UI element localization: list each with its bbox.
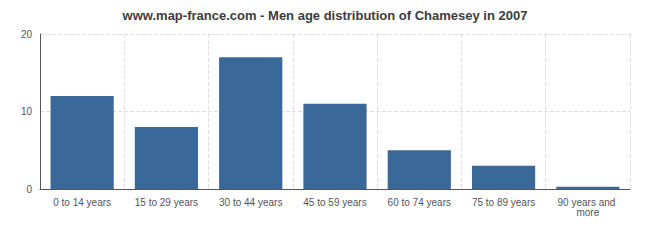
svg-text:0: 0 — [26, 184, 32, 195]
svg-text:www.map-france.com - Men age d: www.map-france.com - Men age distributio… — [122, 8, 528, 23]
svg-text:90 years and: 90 years and — [557, 196, 619, 208]
svg-text:0 to 14 years: 0 to 14 years — [53, 197, 111, 208]
svg-text:30 to 44 years: 30 to 44 years — [219, 197, 282, 208]
svg-text:more: more — [576, 207, 599, 218]
svg-text:20: 20 — [21, 29, 33, 40]
svg-text:10: 10 — [21, 106, 33, 117]
svg-text:75 to 89 years: 75 to 89 years — [472, 197, 535, 208]
svg-text:45 to 59 years: 45 to 59 years — [303, 197, 366, 208]
svg-text:15 to 29 years: 15 to 29 years — [135, 197, 198, 208]
svg-text:60 to 74 years: 60 to 74 years — [388, 197, 451, 208]
